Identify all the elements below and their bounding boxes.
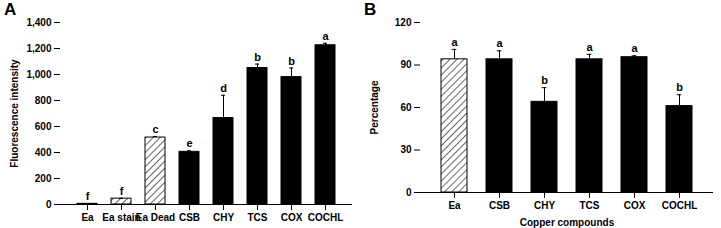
svg-text:CSB: CSB xyxy=(489,200,510,211)
svg-text:90: 90 xyxy=(400,59,412,70)
svg-text:600: 600 xyxy=(35,121,52,132)
svg-text:200: 200 xyxy=(35,173,52,184)
svg-text:1,000: 1,000 xyxy=(26,69,51,80)
svg-text:Percentage: Percentage xyxy=(369,80,380,134)
svg-text:COX: COX xyxy=(624,200,646,211)
svg-text:a: a xyxy=(451,36,458,48)
svg-text:f: f xyxy=(120,185,124,197)
svg-text:b: b xyxy=(541,74,548,86)
svg-text:Fluorescence intensity: Fluorescence intensity xyxy=(9,59,20,168)
svg-text:CHY: CHY xyxy=(213,212,234,223)
svg-text:Ea: Ea xyxy=(448,200,461,211)
svg-text:COCHL: COCHL xyxy=(662,200,698,211)
svg-text:Ea Dead: Ea Dead xyxy=(136,212,175,223)
svg-text:1,400: 1,400 xyxy=(26,17,51,28)
svg-text:30: 30 xyxy=(400,144,412,155)
svg-text:TCS: TCS xyxy=(580,200,600,211)
svg-text:a: a xyxy=(496,37,503,49)
svg-text:a: a xyxy=(586,41,593,53)
svg-text:e: e xyxy=(186,137,192,149)
svg-text:TCS: TCS xyxy=(248,212,268,223)
svg-text:Ea stain: Ea stain xyxy=(102,211,141,223)
svg-text:120: 120 xyxy=(395,17,412,28)
svg-text:Copper compounds: Copper compounds xyxy=(520,217,615,228)
svg-text:b: b xyxy=(254,51,261,63)
html-text:A: A xyxy=(4,0,17,19)
svg-text:b: b xyxy=(676,81,683,93)
svg-text:60: 60 xyxy=(400,102,412,113)
svg-text:a: a xyxy=(322,30,329,42)
svg-text:f: f xyxy=(86,190,90,202)
svg-text:0: 0 xyxy=(406,187,412,198)
svg-text:b: b xyxy=(288,55,295,67)
svg-text:c: c xyxy=(152,123,158,135)
svg-text:1,200: 1,200 xyxy=(26,43,51,54)
svg-text:400: 400 xyxy=(35,147,52,158)
svg-text:CSB: CSB xyxy=(179,212,200,223)
svg-text:a: a xyxy=(631,42,638,54)
svg-text:COX: COX xyxy=(281,212,303,223)
svg-text:COCHL: COCHL xyxy=(308,212,344,223)
svg-text:Ea: Ea xyxy=(81,212,94,223)
svg-text:800: 800 xyxy=(35,95,52,106)
html-text:B: B xyxy=(364,0,377,19)
svg-text:CHY: CHY xyxy=(534,200,555,211)
svg-text:0: 0 xyxy=(46,199,52,210)
svg-text:d: d xyxy=(220,82,227,94)
